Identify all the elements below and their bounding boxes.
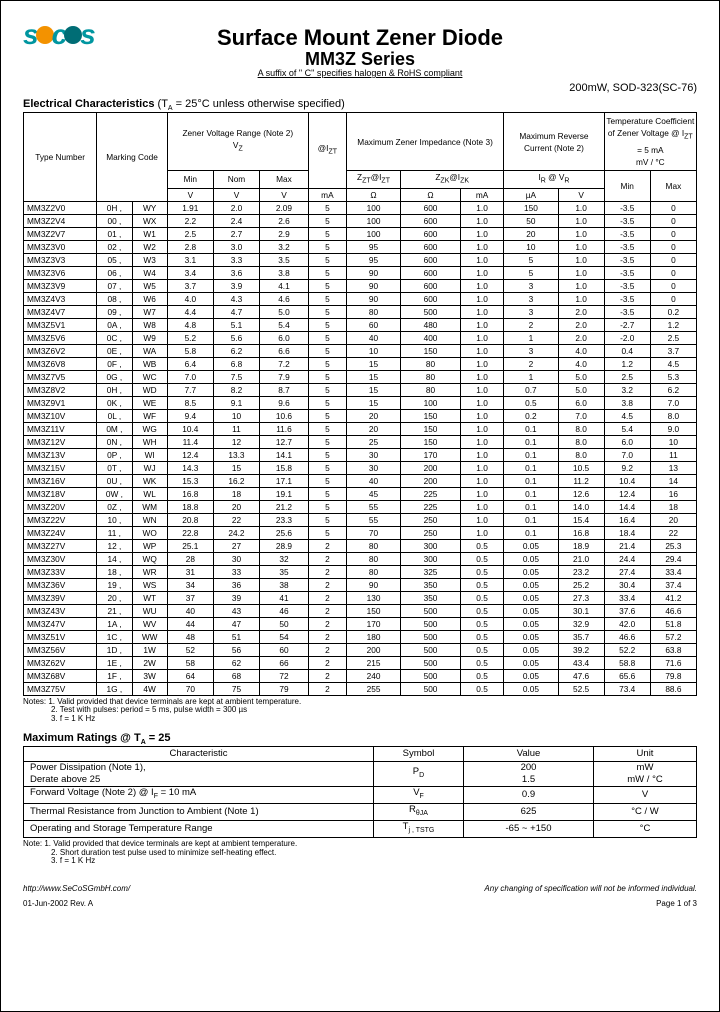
table-row: MM3Z36V19 ,WS3436382903500.50.0525.230.4… [24, 578, 697, 591]
footer-page: Page 1 of 3 [656, 899, 697, 908]
table-row: MM3Z15V0T ,WJ14.31515.85302001.00.110.59… [24, 461, 697, 474]
table-row: MM3Z16V0U ,WK15.316.217.15402001.00.111.… [24, 474, 697, 487]
col-ir-vr: IR @ VR [504, 170, 604, 188]
col-vz-range: Zener Voltage Range (Note 2)VZ [167, 113, 308, 171]
table-row: MM3Z9V10K ,WE8.59.19.65151001.00.56.03.8… [24, 396, 697, 409]
table-row: MM3Z22V10 ,WN20.82223.35552501.00.115.41… [24, 513, 697, 526]
table-row: MM3Z3V002 ,W22.83.03.25956001.0101.0-3.5… [24, 240, 697, 253]
table-row: MM3Z20V0Z ,WM18.82021.25552251.00.114.01… [24, 500, 697, 513]
table-row: MM3Z30V14 ,WQ2830322803000.50.0521.024.4… [24, 552, 697, 565]
col-type: Type Number [24, 113, 97, 201]
col-zz: ZZT@IZT [346, 170, 400, 188]
col-rev-current: Maximum Reverse Current (Note 2) [504, 113, 604, 171]
table-row: MM3Z62V1E ,2W58626622155000.50.0543.458.… [24, 656, 697, 669]
table-row: MM3Z75V1G ,4W70757922555000.50.0552.573.… [24, 682, 697, 695]
electrical-characteristics-table: Type Number Marking Code Zener Voltage R… [23, 112, 697, 695]
page-title: Surface Mount Zener Diode [23, 25, 697, 51]
col-marking: Marking Code [97, 113, 168, 201]
table-row: MM3Z51V1C ,WW48515421805000.50.0535.746.… [24, 630, 697, 643]
table-row: MM3Z2V701 ,W12.52.72.951006001.0201.0-3.… [24, 227, 697, 240]
table-row: MM3Z11V0M ,WG10.41111.65201501.00.18.05.… [24, 422, 697, 435]
max-table-notes: Note: 1. Valid provided that device term… [23, 840, 697, 866]
table-notes: Notes: 1. Valid provided that device ter… [23, 698, 697, 724]
table-row: MM3Z5V10A ,W84.85.15.45604801.022.0-2.71… [24, 318, 697, 331]
table-row: Forward Voltage (Note 2) @ IF = 10 mAVF0… [24, 787, 697, 804]
table-row: MM3Z8V20H ,WD7.78.28.7515801.00.75.03.26… [24, 383, 697, 396]
footer-change-note: Any changing of specification will not b… [484, 884, 697, 893]
col-izt: @IZT [308, 113, 346, 188]
table-row: MM3Z12V0N ,WH11.41212.75251501.00.18.06.… [24, 435, 697, 448]
suffix-note: A suffix of " C" specifies halogen & RoH… [23, 68, 697, 78]
elec-char-heading: Electrical Characteristics (TA = 25°C un… [23, 98, 697, 112]
table-row: MM3Z3V606 ,W43.43.63.85906001.051.0-3.50 [24, 266, 697, 279]
table-row: MM3Z7V50G ,WC7.07.57.9515801.015.02.55.3 [24, 370, 697, 383]
max-ratings-table: CharacteristicSymbolValueUnit Power Diss… [23, 746, 697, 838]
table-row: MM3Z33V18 ,WR3133352803250.50.0523.227.4… [24, 565, 697, 578]
col-temp-coef: Temperature Coefficient of Zener Voltage… [604, 113, 696, 171]
table-row: MM3Z47V1A ,WV44475021705000.50.0532.942.… [24, 617, 697, 630]
table-row: MM3Z18V0W ,WL16.81819.15452251.00.112.61… [24, 487, 697, 500]
footer-url[interactable]: http://www.SeCoSGmbH.com/ [23, 884, 130, 893]
table-row: MM3Z10V0L ,WF9.41010.65201501.00.27.04.5… [24, 409, 697, 422]
table-row: MM3Z68V1F ,3W64687222405000.50.0547.665.… [24, 669, 697, 682]
table-row: MM3Z6V20E ,WA5.86.26.65101501.034.00.43.… [24, 344, 697, 357]
package-info: 200mW, SOD-323(SC-76) [23, 82, 697, 94]
table-row: MM3Z13V0P ,WI12.413.314.15301701.00.18.0… [24, 448, 697, 461]
max-ratings-heading: Maximum Ratings @ TA = 25 [23, 732, 697, 746]
table-row: MM3Z56V1D ,1W52566022005000.50.0539.252.… [24, 643, 697, 656]
table-row: MM3Z3V907 ,W53.73.94.15906001.031.0-3.50 [24, 279, 697, 292]
col-zzk: ZZK@IZK [401, 170, 504, 188]
table-row: MM3Z27V12 ,WP25.12728.92803000.50.0518.9… [24, 539, 697, 552]
table-row: MM3Z2V00H ,WY1.912.02.0951006001.01501.0… [24, 201, 697, 214]
footer-date: 01-Jun-2002 Rev. A [23, 899, 93, 908]
table-row: Thermal Resistance from Junction to Ambi… [24, 803, 697, 820]
col-max-impedance: Maximum Zener Impedance (Note 3) [346, 113, 503, 171]
table-row: MM3Z2V400 ,WX2.22.42.651006001.0501.0-3.… [24, 214, 697, 227]
series-subtitle: MM3Z Series [23, 49, 697, 70]
table-row: MM3Z43V21 ,WU40434621505000.50.0530.137.… [24, 604, 697, 617]
table-row: MM3Z6V80F ,WB6.46.87.2515801.024.01.24.5 [24, 357, 697, 370]
table-row: Operating and Storage Temperature RangeT… [24, 820, 697, 837]
table-row: MM3Z5V60C ,W95.25.66.05404001.012.0-2.02… [24, 331, 697, 344]
table-row: MM3Z24V11 ,WO22.824.225.65702501.00.116.… [24, 526, 697, 539]
table-row: Power Dissipation (Note 1),Derate above … [24, 762, 697, 787]
table-row: MM3Z4V709 ,W74.44.75.05805001.032.0-3.50… [24, 305, 697, 318]
table-row: MM3Z3V305 ,W33.13.33.55956001.051.0-3.50 [24, 253, 697, 266]
table-row: MM3Z4V308 ,W64.04.34.65906001.031.0-3.50 [24, 292, 697, 305]
table-row: MM3Z39V20 ,WT37394121303500.50.0527.333.… [24, 591, 697, 604]
